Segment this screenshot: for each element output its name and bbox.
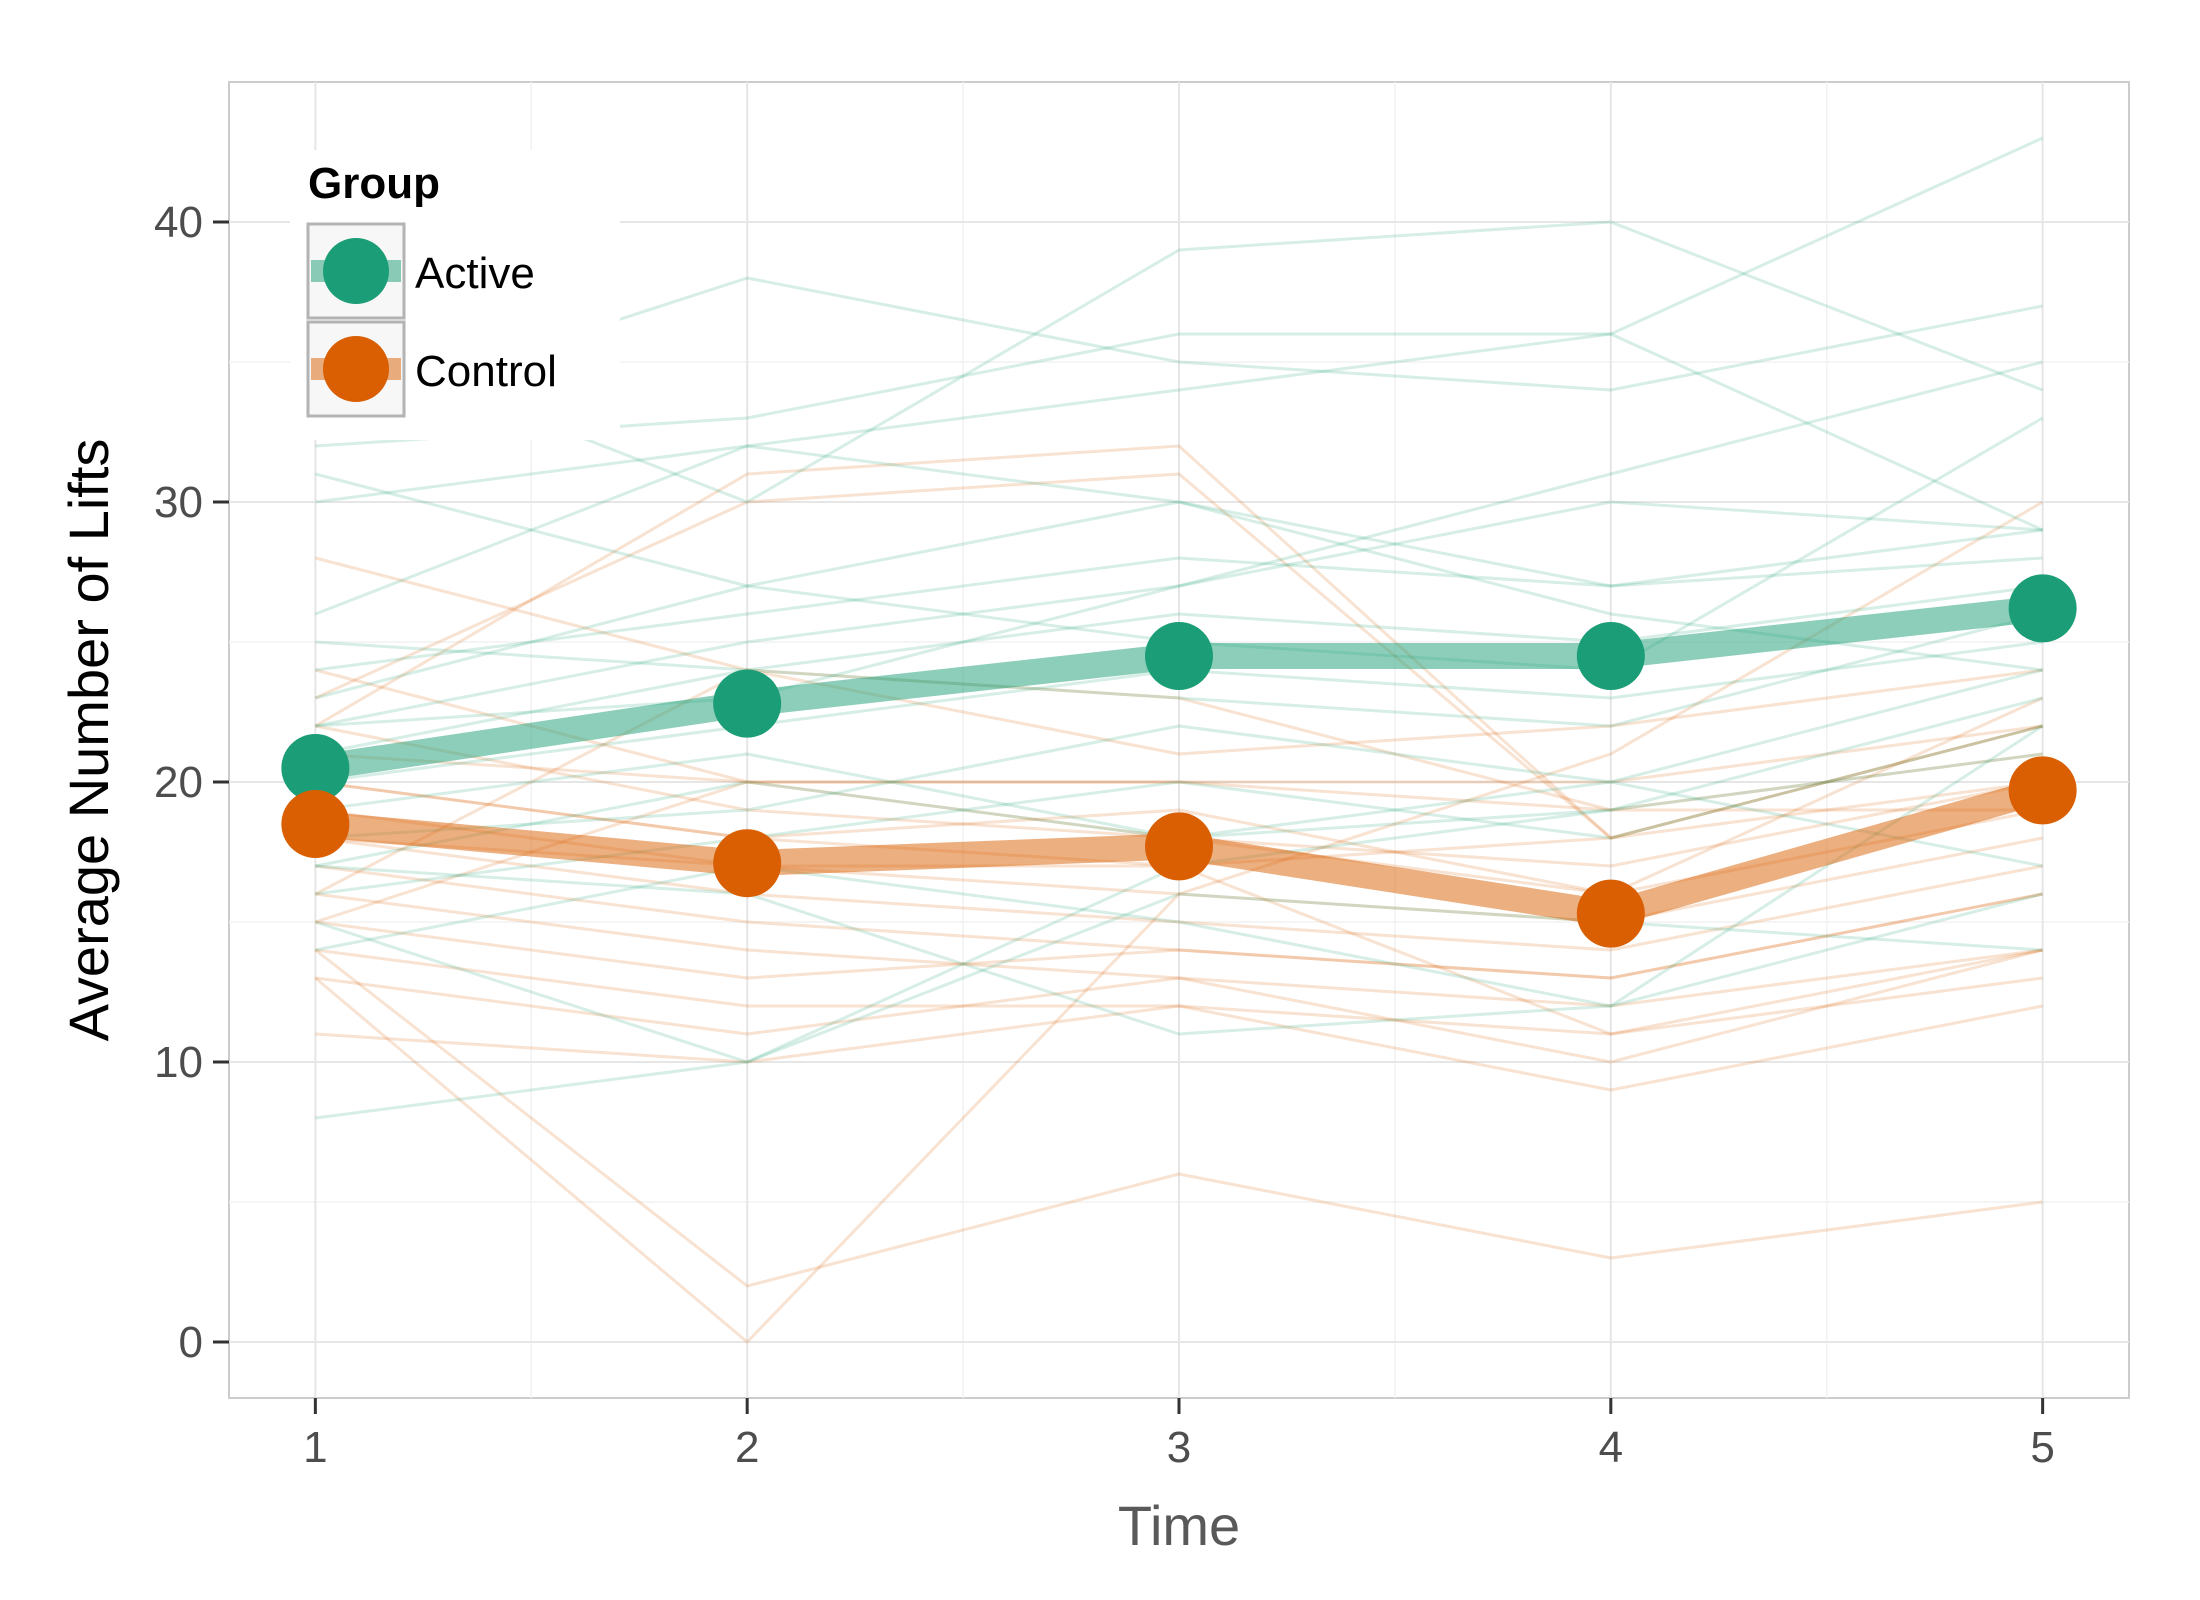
mean-point-control	[1145, 812, 1213, 881]
mean-point-control	[713, 829, 782, 898]
x-tick-label: 5	[2030, 1423, 2054, 1472]
individual-line-active	[315, 136, 2044, 504]
individual-line-active	[315, 360, 2043, 728]
mean-point-active	[1576, 622, 1645, 690]
individual-line-control	[314, 444, 2043, 840]
x-tick-label: 4	[1599, 1423, 1623, 1472]
individual-line-control	[314, 724, 2043, 924]
x-tick-label: 2	[735, 1423, 759, 1472]
individual-line-control	[315, 556, 2043, 756]
individual-line-control	[315, 892, 2043, 980]
individual-line-active	[315, 864, 2043, 1008]
legend-title: Group	[308, 159, 440, 208]
legend-label-active: Active	[415, 249, 535, 298]
x-tick-label: 3	[1167, 1423, 1191, 1472]
mean-point-active	[713, 669, 782, 738]
y-tick-label: 0	[179, 1318, 203, 1367]
y-tick-label: 10	[154, 1038, 203, 1087]
group-mean-points	[281, 574, 2077, 948]
individual-line-control	[315, 948, 2043, 1036]
individual-line-control	[314, 500, 2044, 1344]
individual-line-control	[314, 948, 2043, 1288]
individual-line-active	[315, 500, 2043, 700]
legend-label-control: Control	[415, 347, 557, 396]
individual-line-active	[315, 556, 2043, 672]
mean-point-control	[1576, 879, 1645, 948]
mean-point-active	[1145, 622, 1213, 690]
legend-key-active-point	[323, 238, 389, 304]
individual-line-control	[315, 836, 2043, 952]
individual-line-active	[315, 500, 2043, 728]
y-tick-label: 30	[154, 478, 203, 527]
y-tick-label: 20	[154, 758, 203, 807]
individual-line-active	[315, 724, 2044, 1036]
individual-line-active	[315, 892, 2043, 1120]
individual-line-control	[314, 472, 2043, 840]
mean-point-active	[281, 734, 350, 802]
individual-line-active	[314, 220, 2044, 504]
individual-line-control	[315, 752, 2043, 812]
mean-point-control	[281, 790, 350, 858]
individual-line-active	[315, 584, 2043, 756]
individual-line-control	[315, 696, 2044, 896]
individual-line-active	[315, 612, 2043, 728]
y-tick-label: 40	[154, 198, 203, 247]
y-axis: 0 10 20 30 40	[154, 198, 229, 1367]
individual-line-active	[315, 668, 2043, 840]
x-tick-label: 1	[303, 1423, 327, 1472]
mean-point-active	[2008, 574, 2077, 643]
y-axis-title: Average Number of Lifts	[57, 439, 120, 1042]
individual-line-control	[315, 948, 2043, 1064]
mean-point-control	[2008, 756, 2077, 825]
individual-line-control	[315, 1004, 2043, 1092]
individual-line-control	[315, 864, 2043, 980]
x-axis: 1 2 3 4 5	[303, 1398, 2055, 1472]
legend: Group Active Control	[290, 150, 620, 440]
legend-key-control-point	[323, 336, 389, 402]
individual-line-control	[315, 892, 2043, 1008]
individual-line-control	[314, 668, 2043, 896]
x-axis-title: Time	[1118, 1494, 1240, 1557]
